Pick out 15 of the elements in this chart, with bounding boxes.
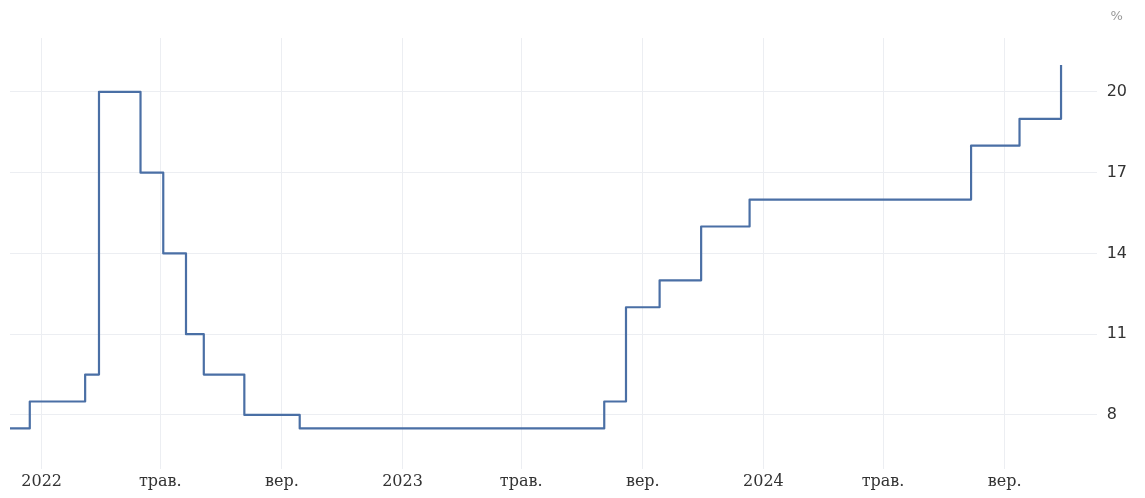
- x-tick-label: вер.: [265, 470, 299, 490]
- x-tick-label: трав.: [499, 470, 543, 490]
- y-tick-label: 17: [1106, 161, 1127, 181]
- x-tick-label: трав.: [138, 470, 182, 490]
- x-tick-label: трав.: [861, 470, 905, 490]
- x-tick-label: 2022: [21, 470, 62, 490]
- y-tick-label: 20: [1106, 81, 1127, 101]
- y-tick-label: 8: [1106, 404, 1117, 424]
- y-axis-title: %: [1110, 8, 1123, 24]
- x-tick-label: 2023: [382, 470, 423, 490]
- y-tick-label: 11: [1106, 323, 1127, 343]
- x-tick-label: вер.: [987, 470, 1022, 490]
- y-tick-label: 14: [1106, 242, 1127, 262]
- x-tick-label: вер.: [625, 470, 660, 490]
- x-tick-label: 2024: [743, 470, 784, 490]
